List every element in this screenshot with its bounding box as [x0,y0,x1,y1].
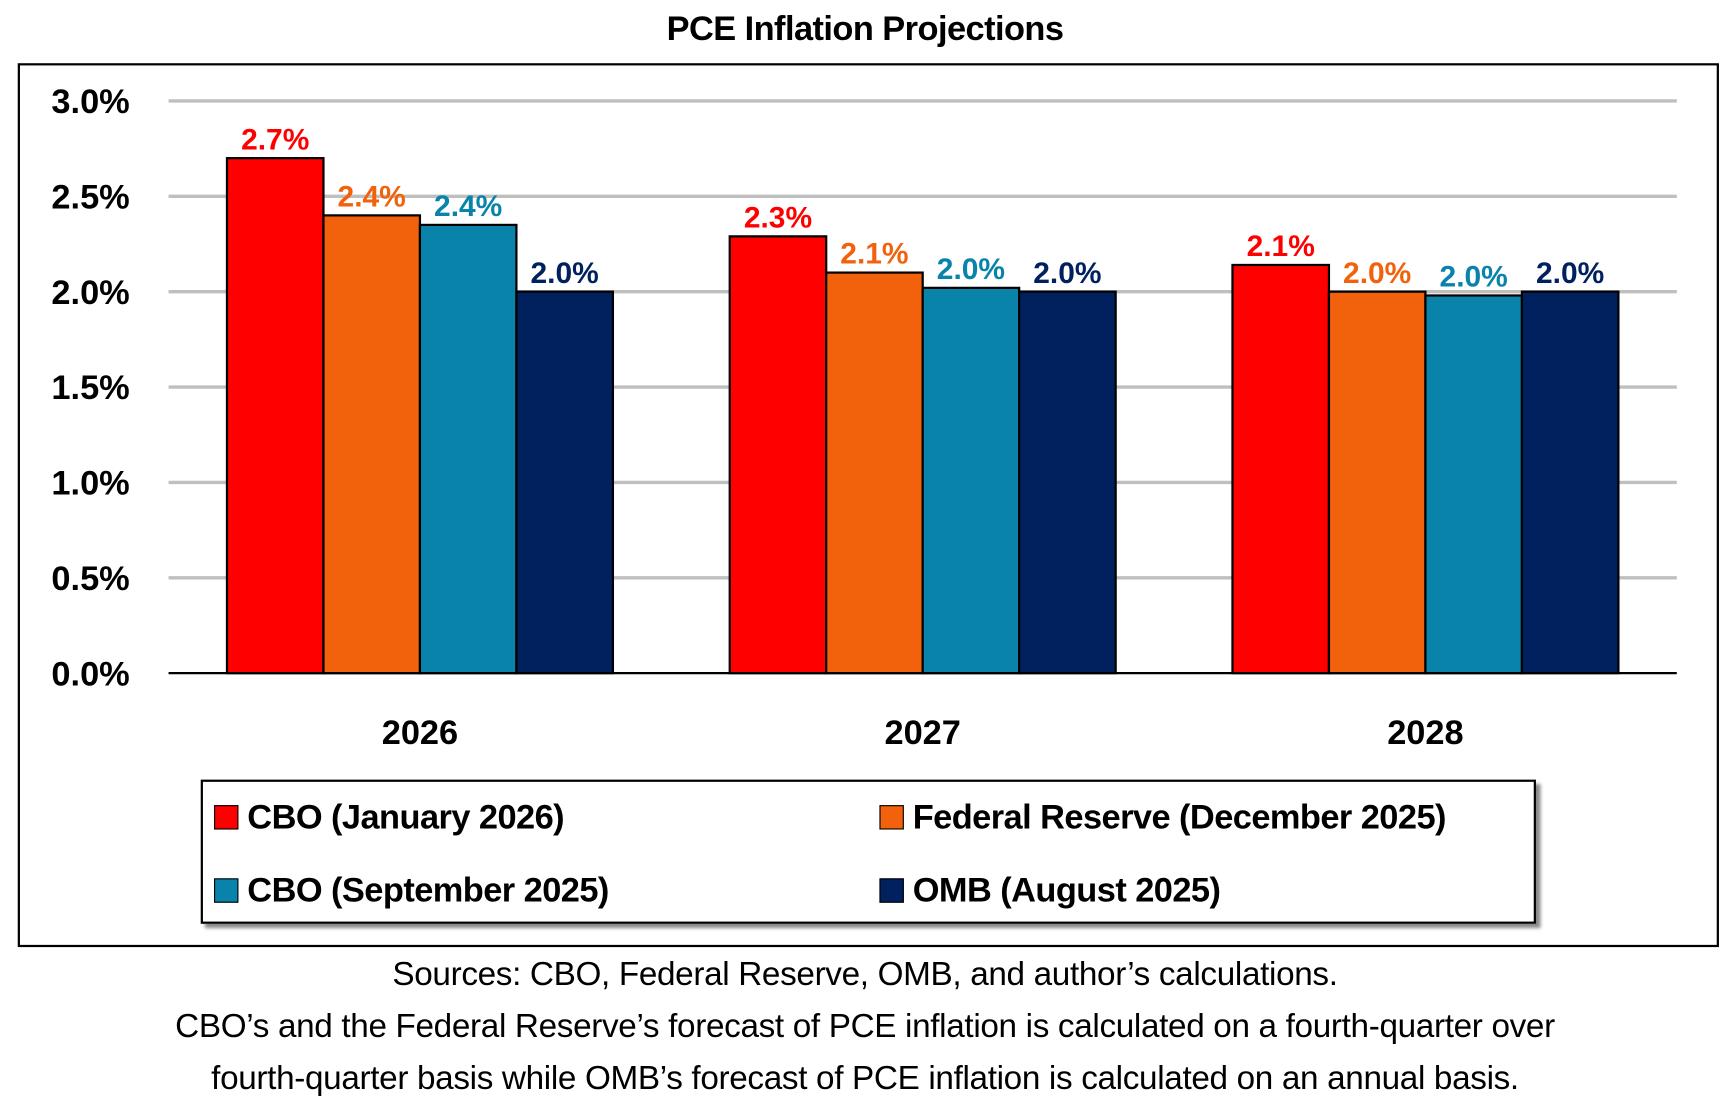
legend-item-omb-aug-2025: OMB (August 2025) [879,870,1221,911]
method-note-line2: fourth-quarter basis while OMB’s forecas… [211,1060,1519,1097]
data-label: 2.7% [241,123,309,156]
y-tick-label: 0.0% [51,655,129,693]
legend-item-fed-dec-2025: Federal Reserve (December 2025) [879,797,1447,837]
y-tick-label: 3.0% [51,83,129,121]
legend-item-cbo-jan-2026: CBO (January 2026) [214,797,565,837]
data-label: 2.1% [840,238,908,271]
bar [418,223,518,675]
legend-swatch [214,878,239,903]
bar [825,271,924,675]
chart-frame [17,63,1719,948]
legend-label: CBO (September 2025) [247,870,609,910]
bar [322,214,422,675]
data-label: 2.3% [744,201,812,234]
data-label: 2.1% [1247,230,1315,263]
bar [728,235,828,675]
data-label: 2.0% [1536,257,1604,290]
data-label: 2.0% [1440,261,1508,294]
data-label: 2.0% [1343,257,1411,290]
bar [1018,290,1117,675]
method-note-line1: CBO’s and the Federal Reserve’s forecast… [175,1008,1555,1045]
x-tick-label: 2028 [1387,714,1463,752]
data-label: 2.4% [434,190,502,223]
x-tick-label: 2027 [884,714,960,752]
data-label: 2.0% [1033,257,1101,290]
legend-swatch [879,805,904,830]
y-tick-label: 2.5% [51,178,129,216]
source-note: Sources: CBO, Federal Reserve, OMB, and … [392,955,1338,993]
y-tick-label: 1.5% [51,369,129,407]
bar [921,286,1021,675]
legend-swatch [214,805,239,830]
legend-item-cbo-sep-2025: CBO (September 2025) [214,871,609,911]
y-tick-label: 1.0% [51,465,129,503]
bar [1520,290,1620,675]
bar [1424,294,1524,675]
data-label: 2.0% [531,257,599,290]
data-label: 2.0% [937,253,1005,286]
legend-label: CBO (January 2026) [247,797,565,837]
legend-label: OMB (August 2025) [912,870,1221,910]
legend: CBO (January 2026) Federal Reserve (Dece… [200,779,1536,924]
plot-area: 0.0% 0.5% 1.0% 1.5% 2.0% 2.5% 3.0% 2.7% 2.4% 2.4%… [51,83,1677,752]
legend-label: Federal Reserve (December 2025) [912,797,1447,837]
bar [1327,290,1427,675]
bar [515,290,615,675]
y-tick-label: 0.5% [51,560,129,598]
chart-title: PCE Inflation Projections [666,8,1064,48]
bar [225,157,325,675]
data-label: 2.4% [338,180,406,213]
x-tick-label: 2026 [382,714,458,752]
bar [1231,263,1331,675]
y-tick-label: 2.0% [51,274,129,312]
legend-swatch [879,878,904,903]
